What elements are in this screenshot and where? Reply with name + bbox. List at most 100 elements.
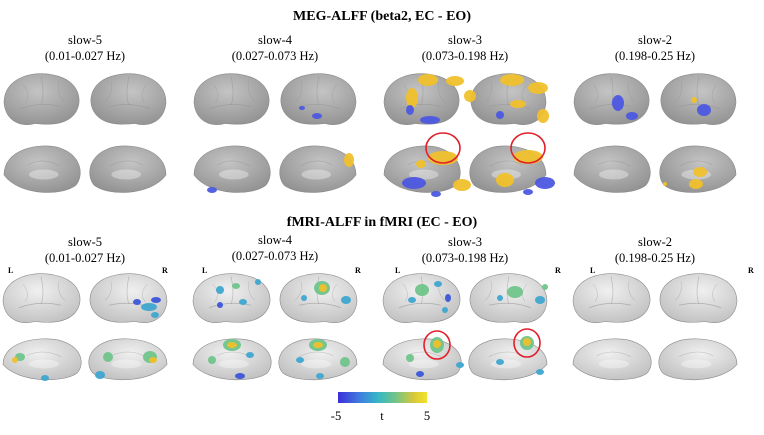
- meg-band-labels: slow-5 (0.01-0.027 Hz) slow-4 (0.027-0.0…: [45, 33, 695, 63]
- activation-blob: [464, 90, 476, 102]
- activation-blob: [456, 362, 464, 368]
- activation-blob: [433, 340, 441, 348]
- activation-blob: [232, 283, 240, 289]
- colorbar-max-label: 5: [424, 409, 430, 423]
- activation-blob: [402, 177, 426, 189]
- fmri-band-name: slow-5: [68, 235, 102, 249]
- activation-blob: [316, 373, 324, 379]
- activation-blob: [535, 296, 545, 304]
- highlight-circles: [423, 132, 546, 360]
- meg-lateral-left-brain: [3, 73, 80, 125]
- meg-band-name: slow-4: [258, 33, 293, 47]
- activation-blob: [406, 354, 414, 362]
- activation-blob: [497, 295, 503, 301]
- activation-blob: [612, 95, 624, 111]
- activation-blob: [496, 111, 504, 119]
- activation-blob: [697, 104, 711, 116]
- activation-blob: [416, 371, 424, 377]
- meg-lateral-left-brain: [193, 73, 270, 125]
- hemisphere-left-label: L: [590, 266, 595, 275]
- activation-blob: [12, 357, 18, 363]
- colorbar-var-label: t: [380, 409, 384, 423]
- activation-blob: [296, 357, 304, 363]
- fmri-medial-right-brain: [88, 338, 168, 381]
- fmri-lateral-right-brain: [659, 273, 738, 323]
- hemisphere-markers: L R L R L R L R: [8, 266, 754, 275]
- hemisphere-right-label: R: [748, 266, 754, 275]
- activation-blob: [537, 109, 549, 123]
- activation-blob: [41, 375, 49, 381]
- fmri-band-range: (0.198-0.25 Hz): [615, 251, 695, 265]
- fmri-band-range: (0.027-0.073 Hz): [232, 249, 318, 263]
- activation-blob: [442, 307, 448, 313]
- fmri-band-range: (0.01-0.027 Hz): [45, 251, 125, 265]
- fmri-band-name: slow-4: [258, 233, 293, 247]
- activation-blob: [255, 279, 261, 285]
- colorbar-gradient: [338, 392, 427, 403]
- activation-blob: [103, 352, 113, 362]
- hemisphere-left-label: L: [202, 266, 207, 275]
- activation-blob: [239, 299, 247, 305]
- activation-blob: [418, 74, 438, 86]
- meg-lateral-right-brain: [90, 73, 167, 125]
- meg-lateral-right-brain: [660, 73, 737, 125]
- activation-blob: [299, 106, 305, 110]
- activation-blob: [693, 167, 707, 177]
- activation-blob: [149, 357, 157, 363]
- activation-blob: [217, 302, 223, 308]
- meg-band-range: (0.198-0.25 Hz): [615, 49, 695, 63]
- activation-blob: [141, 303, 157, 311]
- fmri-band-name: slow-2: [638, 235, 672, 249]
- fmri-medial-left-brain: [192, 338, 272, 381]
- activation-blob: [434, 281, 442, 287]
- activation-blob: [406, 105, 414, 115]
- highlight-circle: [425, 132, 461, 164]
- fmri-lateral-right-brain: [279, 273, 358, 323]
- activation-blob: [216, 286, 224, 294]
- colorbar-min-label: -5: [331, 409, 341, 423]
- fmri-band-name: slow-3: [448, 235, 482, 249]
- activation-blob: [408, 297, 416, 303]
- activation-blob: [528, 82, 548, 94]
- activation-blob: [535, 177, 555, 189]
- meg-lateral-left-brain: [383, 73, 460, 125]
- fmri-lateral-right-brain: [469, 273, 548, 323]
- activation-blob: [207, 187, 217, 193]
- activation-blob: [536, 369, 544, 375]
- meg-lateral-right-brain: [280, 73, 357, 125]
- activation-blob: [496, 173, 514, 187]
- fmri-medial-right-brain: [278, 338, 358, 381]
- activation-blob: [500, 74, 524, 86]
- fmri-band-labels: slow-5 (0.01-0.027 Hz) slow-4 (0.027-0.0…: [45, 233, 695, 265]
- activation-blob: [301, 295, 307, 301]
- fmri-medial-right-brain: [658, 338, 738, 381]
- activation-blob: [133, 299, 141, 305]
- activation-blob: [415, 284, 429, 296]
- highlight-circle: [510, 132, 546, 164]
- fmri-band-range: (0.073-0.198 Hz): [422, 251, 508, 265]
- activation-blob: [151, 297, 161, 303]
- activation-blob: [344, 153, 354, 167]
- activation-blob: [496, 359, 504, 365]
- hemisphere-right-label: R: [555, 266, 561, 275]
- activation-blob: [691, 97, 697, 103]
- activation-blob: [663, 182, 667, 186]
- hemisphere-left-label: L: [395, 266, 400, 275]
- meg-medial-right-brain: [279, 145, 357, 193]
- meg-title: MEG-ALFF (beta2, EC - EO): [293, 9, 471, 24]
- fmri-lateral-left-brain: [192, 273, 271, 323]
- activation-blob: [431, 191, 441, 197]
- highlight-circle: [423, 330, 451, 360]
- fmri-lateral-left-brain: [572, 273, 651, 323]
- fmri-medial-left-brain: [2, 338, 82, 381]
- colorbar: -5 t 5: [331, 392, 430, 423]
- meg-medial-right-brain: [89, 145, 167, 193]
- highlight-circle: [513, 328, 541, 358]
- activation-blob: [542, 284, 548, 290]
- activation-blob: [523, 338, 531, 346]
- meg-band-name: slow-5: [68, 33, 102, 47]
- activation-blob: [151, 312, 159, 318]
- fmri-title: fMRI-ALFF in fMRI (EC - EO): [287, 215, 478, 230]
- activation-blob: [227, 342, 237, 348]
